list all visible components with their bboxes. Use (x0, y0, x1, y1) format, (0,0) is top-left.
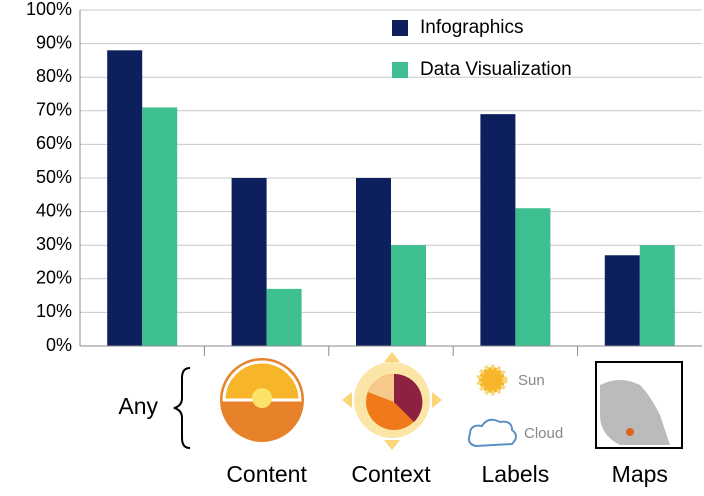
x-tick-label: Content (226, 461, 307, 487)
bar (515, 208, 551, 346)
bar (107, 50, 143, 346)
bar (266, 288, 302, 346)
x-tick-label: Context (351, 461, 431, 487)
x-tick-label: Labels (482, 461, 550, 487)
y-tick-label: 100% (26, 0, 72, 19)
map-land (600, 380, 670, 445)
context-ray (342, 392, 352, 408)
category-icons (173, 352, 683, 450)
context-ray (432, 392, 442, 408)
cloud-icon (467, 418, 517, 448)
y-tick-label: 70% (36, 100, 72, 120)
y-tick-label: 40% (36, 200, 72, 220)
x-tick-label: Any (118, 393, 158, 419)
legend-label: Infographics (420, 17, 524, 38)
y-tick-label: 0% (46, 335, 72, 355)
y-tick-label: 90% (36, 32, 72, 52)
legend-label: Data Visualization (420, 59, 572, 80)
icon-label: Cloud (524, 425, 563, 442)
legend-swatch (392, 20, 408, 36)
context-pie-slice (368, 374, 394, 402)
bar (639, 245, 675, 346)
y-tick-label: 20% (36, 268, 72, 288)
bar (391, 245, 426, 346)
brace (173, 367, 191, 449)
legend-swatch (392, 62, 408, 78)
bar (480, 114, 516, 346)
y-tick-label: 30% (36, 234, 72, 254)
bar (604, 255, 640, 346)
sun-icon (476, 364, 508, 396)
bar (356, 178, 391, 346)
content-icon-core (252, 388, 272, 408)
x-tick-label: Maps (612, 461, 668, 487)
y-tick-label: 50% (36, 167, 72, 187)
content-icon-top (222, 360, 302, 402)
bar (231, 178, 267, 346)
context-ray (384, 352, 400, 362)
context-ray (384, 440, 400, 450)
y-tick-label: 80% (36, 66, 72, 86)
bar (142, 107, 178, 346)
icon-label: Sun (518, 372, 545, 389)
y-tick-label: 10% (36, 301, 72, 321)
context-pie-slice (394, 373, 423, 422)
map-dot (626, 428, 634, 436)
y-tick-label: 60% (36, 133, 72, 153)
